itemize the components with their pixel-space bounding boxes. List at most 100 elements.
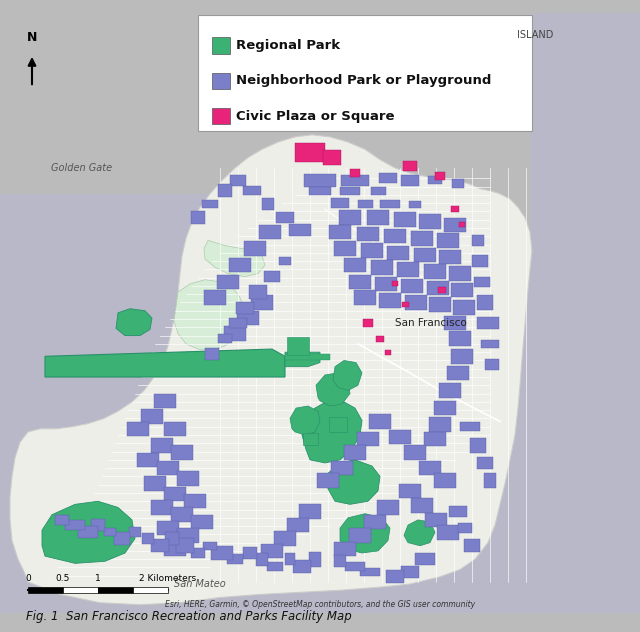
- Polygon shape: [290, 406, 320, 435]
- Bar: [361, 243, 383, 258]
- Bar: [465, 539, 479, 552]
- Bar: [309, 552, 321, 566]
- Text: Neighborhood Park or Playground: Neighborhood Park or Playground: [236, 75, 492, 87]
- Bar: [401, 566, 419, 578]
- Bar: [367, 210, 389, 225]
- Bar: [439, 250, 461, 264]
- Bar: [449, 266, 471, 281]
- Bar: [447, 366, 469, 380]
- Bar: [401, 302, 408, 307]
- Polygon shape: [328, 460, 380, 504]
- Polygon shape: [285, 355, 330, 360]
- Bar: [357, 227, 379, 241]
- Bar: [460, 422, 480, 432]
- Bar: [334, 556, 346, 568]
- Bar: [341, 175, 369, 186]
- Bar: [375, 277, 397, 291]
- Bar: [470, 437, 486, 453]
- Polygon shape: [0, 194, 210, 613]
- Bar: [217, 274, 239, 289]
- Bar: [137, 453, 159, 467]
- Bar: [164, 542, 186, 556]
- Bar: [295, 143, 325, 162]
- Bar: [339, 210, 361, 225]
- Bar: [157, 461, 179, 475]
- Bar: [28, 587, 63, 593]
- Bar: [379, 293, 401, 308]
- Bar: [389, 430, 411, 444]
- Bar: [424, 432, 446, 446]
- Bar: [411, 498, 433, 513]
- Bar: [425, 513, 447, 527]
- Bar: [151, 500, 173, 514]
- Bar: [401, 279, 423, 293]
- Bar: [419, 214, 441, 229]
- Bar: [78, 526, 98, 538]
- Bar: [114, 532, 130, 545]
- Bar: [133, 587, 168, 593]
- Bar: [481, 340, 499, 348]
- Bar: [411, 231, 433, 246]
- Bar: [428, 176, 442, 185]
- Bar: [299, 504, 321, 519]
- Polygon shape: [45, 349, 285, 377]
- Bar: [309, 186, 331, 195]
- Bar: [387, 571, 404, 583]
- Bar: [329, 417, 347, 432]
- Bar: [279, 257, 291, 265]
- Polygon shape: [340, 514, 390, 553]
- Bar: [244, 241, 266, 256]
- Bar: [230, 175, 246, 186]
- Bar: [176, 538, 194, 554]
- Bar: [349, 274, 371, 289]
- Bar: [360, 568, 380, 576]
- Bar: [472, 255, 488, 267]
- Bar: [104, 528, 116, 537]
- Bar: [435, 172, 445, 180]
- Bar: [227, 554, 243, 564]
- Bar: [261, 544, 283, 558]
- Bar: [243, 547, 257, 559]
- Bar: [276, 212, 294, 223]
- Bar: [165, 532, 179, 545]
- Bar: [437, 233, 459, 248]
- Bar: [205, 348, 219, 360]
- Text: N: N: [27, 31, 37, 44]
- Polygon shape: [174, 280, 245, 350]
- Bar: [438, 287, 446, 293]
- FancyBboxPatch shape: [198, 15, 532, 131]
- Bar: [349, 528, 371, 543]
- Bar: [204, 290, 226, 305]
- Polygon shape: [333, 360, 362, 391]
- Bar: [55, 515, 69, 525]
- Bar: [264, 270, 280, 283]
- Polygon shape: [316, 373, 350, 406]
- Text: Regional Park: Regional Park: [236, 39, 340, 52]
- Bar: [434, 401, 456, 415]
- Bar: [384, 229, 406, 243]
- Bar: [477, 457, 493, 469]
- Bar: [363, 319, 373, 327]
- Bar: [329, 225, 351, 240]
- Bar: [212, 37, 230, 54]
- Bar: [474, 277, 490, 287]
- Bar: [453, 300, 475, 315]
- Bar: [218, 334, 232, 343]
- Bar: [415, 554, 435, 565]
- Bar: [262, 198, 275, 210]
- Bar: [404, 446, 426, 460]
- Bar: [151, 438, 173, 453]
- Bar: [203, 542, 217, 550]
- Bar: [259, 225, 281, 240]
- Bar: [380, 200, 400, 209]
- Bar: [350, 169, 360, 177]
- Bar: [449, 506, 467, 518]
- Bar: [405, 295, 427, 310]
- Bar: [419, 461, 441, 475]
- Bar: [472, 235, 484, 246]
- Bar: [484, 473, 496, 487]
- Bar: [304, 174, 336, 186]
- Bar: [429, 297, 451, 312]
- Bar: [340, 186, 360, 195]
- Bar: [144, 477, 166, 491]
